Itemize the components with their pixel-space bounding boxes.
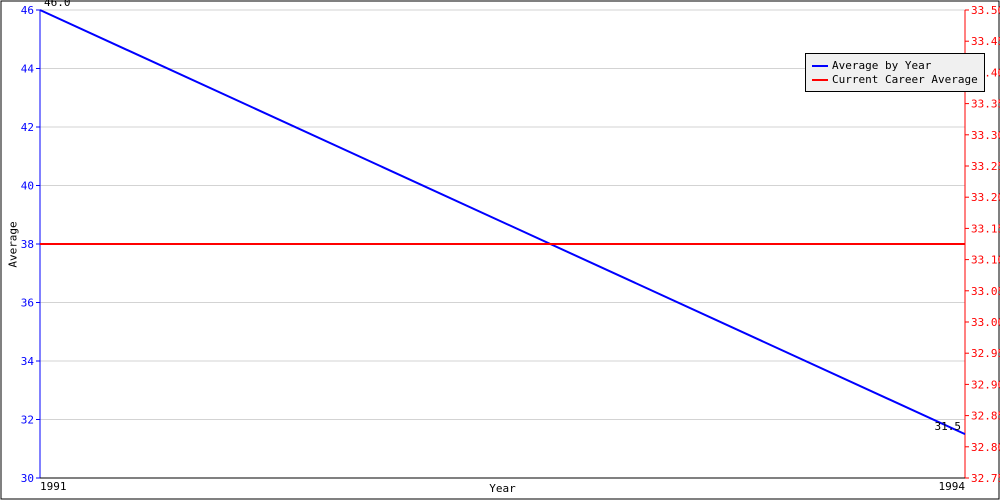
- svg-text:32: 32: [21, 414, 34, 427]
- svg-text:42: 42: [21, 121, 34, 134]
- svg-text:36: 36: [21, 297, 34, 310]
- svg-text:1994: 1994: [939, 480, 966, 493]
- svg-text:33.30: 33.30: [971, 129, 1000, 142]
- legend-label: Average by Year: [832, 59, 931, 72]
- svg-text:31.5: 31.5: [935, 420, 962, 433]
- svg-text:40: 40: [21, 180, 34, 193]
- legend-item: Average by Year: [812, 59, 978, 72]
- svg-text:32.95: 32.95: [971, 347, 1000, 360]
- svg-text:1991: 1991: [40, 480, 67, 493]
- svg-text:33.05: 33.05: [971, 285, 1000, 298]
- svg-text:38: 38: [21, 238, 34, 251]
- svg-text:Year: Year: [489, 482, 516, 495]
- svg-text:33.15: 33.15: [971, 222, 1000, 235]
- legend-label: Current Career Average: [832, 73, 978, 86]
- legend-item: Current Career Average: [812, 73, 978, 86]
- legend: Average by YearCurrent Career Average: [805, 53, 985, 92]
- svg-text:44: 44: [21, 63, 35, 76]
- svg-text:32.90: 32.90: [971, 378, 1000, 391]
- svg-text:32.75: 32.75: [971, 472, 1000, 485]
- svg-text:33.10: 33.10: [971, 254, 1000, 267]
- svg-text:32.80: 32.80: [971, 441, 1000, 454]
- svg-text:33.25: 33.25: [971, 160, 1000, 173]
- legend-swatch: [812, 65, 828, 67]
- svg-text:34: 34: [21, 355, 35, 368]
- legend-swatch: [812, 79, 828, 81]
- svg-text:33.00: 33.00: [971, 316, 1000, 329]
- y-axis-label: Average: [7, 221, 20, 267]
- svg-text:33.50: 33.50: [971, 4, 1000, 17]
- chart-container: 30 32 34 36 38 40 42 44 46 32.75 32.80 32.85 32.90 32…: [0, 0, 1000, 500]
- svg-text:33.20: 33.20: [971, 191, 1000, 204]
- svg-text:33.45: 33.45: [971, 35, 1000, 48]
- svg-text:46: 46: [21, 4, 34, 17]
- svg-text:46.0: 46.0: [44, 0, 71, 9]
- svg-text:30: 30: [21, 472, 34, 485]
- svg-text:33.35: 33.35: [971, 98, 1000, 111]
- svg-text:32.85: 32.85: [971, 410, 1000, 423]
